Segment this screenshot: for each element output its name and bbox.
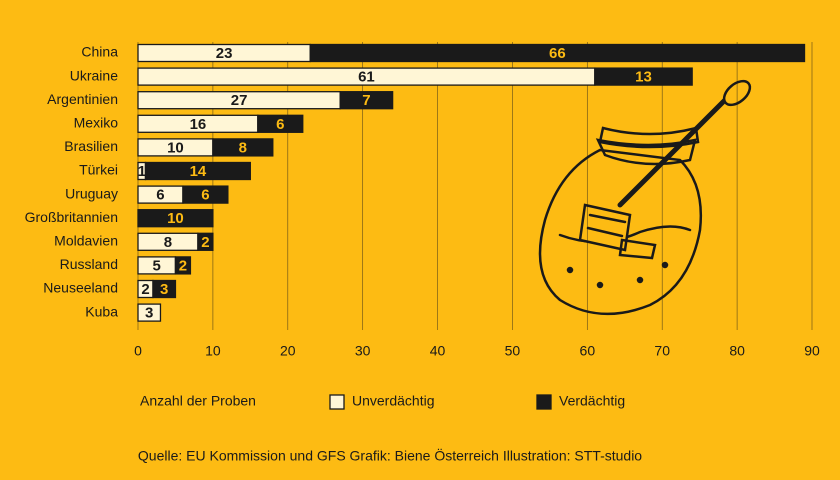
y-tick-label: Argentinien bbox=[47, 91, 118, 107]
honey-jar-illustration bbox=[538, 79, 752, 316]
value-label: 5 bbox=[153, 257, 161, 274]
value-label: 61 bbox=[358, 69, 375, 86]
value-label: 3 bbox=[145, 305, 153, 322]
bar-segment bbox=[182, 185, 229, 204]
y-tick-label: Russland bbox=[60, 256, 118, 272]
x-tick-label: 50 bbox=[505, 343, 521, 359]
y-tick-label: Großbritannien bbox=[25, 209, 118, 225]
y-tick-label: Ukraine bbox=[70, 67, 118, 83]
x-tick-label: 40 bbox=[430, 343, 446, 359]
x-tick-label: 10 bbox=[205, 343, 221, 359]
legend-swatch bbox=[536, 394, 552, 410]
value-label: 16 bbox=[190, 116, 207, 133]
legend-label: Verdächtig bbox=[559, 393, 625, 409]
x-tick-label: 60 bbox=[580, 343, 596, 359]
bar-segment bbox=[144, 161, 251, 181]
y-tick-label: Moldavien bbox=[54, 233, 118, 249]
bar-segment bbox=[257, 114, 304, 133]
value-label: 2 bbox=[141, 281, 149, 298]
bar-segment bbox=[152, 279, 177, 299]
x-tick-label: 80 bbox=[729, 343, 745, 359]
y-tick-label: Brasilien bbox=[64, 138, 118, 154]
value-label: 7 bbox=[362, 92, 370, 109]
value-label: 6 bbox=[201, 187, 209, 204]
value-label: 27 bbox=[231, 92, 248, 109]
bar-segment bbox=[137, 209, 214, 228]
y-tick-label: Kuba bbox=[85, 303, 118, 319]
value-label: 1 bbox=[138, 163, 146, 180]
y-tick-label: Mexiko bbox=[74, 115, 119, 131]
bar-segment bbox=[309, 43, 806, 63]
value-label: 8 bbox=[164, 234, 172, 251]
x-tick-label: 30 bbox=[355, 343, 371, 359]
value-label: 2 bbox=[179, 257, 187, 274]
x-tick-label: 20 bbox=[280, 343, 296, 359]
bar-segment bbox=[137, 303, 162, 322]
legend-label: Unverdächtig bbox=[352, 393, 435, 409]
y-tick-label: Neuseeland bbox=[43, 280, 118, 296]
x-axis-label: Anzahl der Proben bbox=[140, 393, 256, 409]
source: Quelle: EU Kommission und GFS Grafik: Bi… bbox=[138, 447, 642, 464]
value-label: 10 bbox=[167, 139, 184, 156]
bar-segment bbox=[197, 232, 214, 251]
bar-segment bbox=[212, 138, 274, 157]
y-tick-label: Uruguay bbox=[65, 185, 118, 201]
value-label: 6 bbox=[276, 116, 284, 133]
value-label: 8 bbox=[239, 139, 247, 156]
bar-segment bbox=[594, 67, 693, 86]
value-label: 3 bbox=[160, 281, 168, 298]
value-label: 13 bbox=[635, 69, 652, 86]
x-tick-label: 70 bbox=[654, 343, 670, 359]
bar-segment bbox=[174, 256, 192, 275]
bar-segment bbox=[339, 91, 394, 110]
value-label: 10 bbox=[167, 210, 184, 227]
legend-swatch bbox=[329, 394, 345, 410]
value-label: 14 bbox=[190, 163, 207, 180]
x-tick-label: 90 bbox=[804, 343, 820, 359]
grid bbox=[137, 42, 813, 330]
value-label: 2 bbox=[201, 234, 209, 251]
y-tick-label: Türkei bbox=[79, 162, 118, 178]
x-tick-label: 0 bbox=[134, 343, 142, 359]
value-label: 23 bbox=[216, 45, 233, 62]
y-tick-label: China bbox=[81, 44, 118, 60]
value-label: 66 bbox=[549, 45, 566, 62]
value-label: 6 bbox=[156, 187, 164, 204]
